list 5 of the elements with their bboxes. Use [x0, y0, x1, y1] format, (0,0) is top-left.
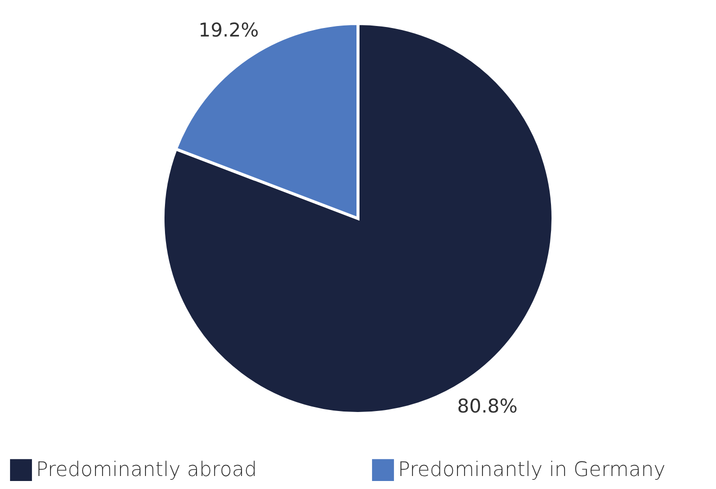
pie-slice [162, 22, 554, 415]
data-label: 80.8% [457, 395, 518, 418]
legend-label: Predominantly in Germany [398, 457, 666, 482]
legend-label: Predominantly abroad [36, 457, 257, 482]
data-label: 19.2% [198, 20, 259, 42]
